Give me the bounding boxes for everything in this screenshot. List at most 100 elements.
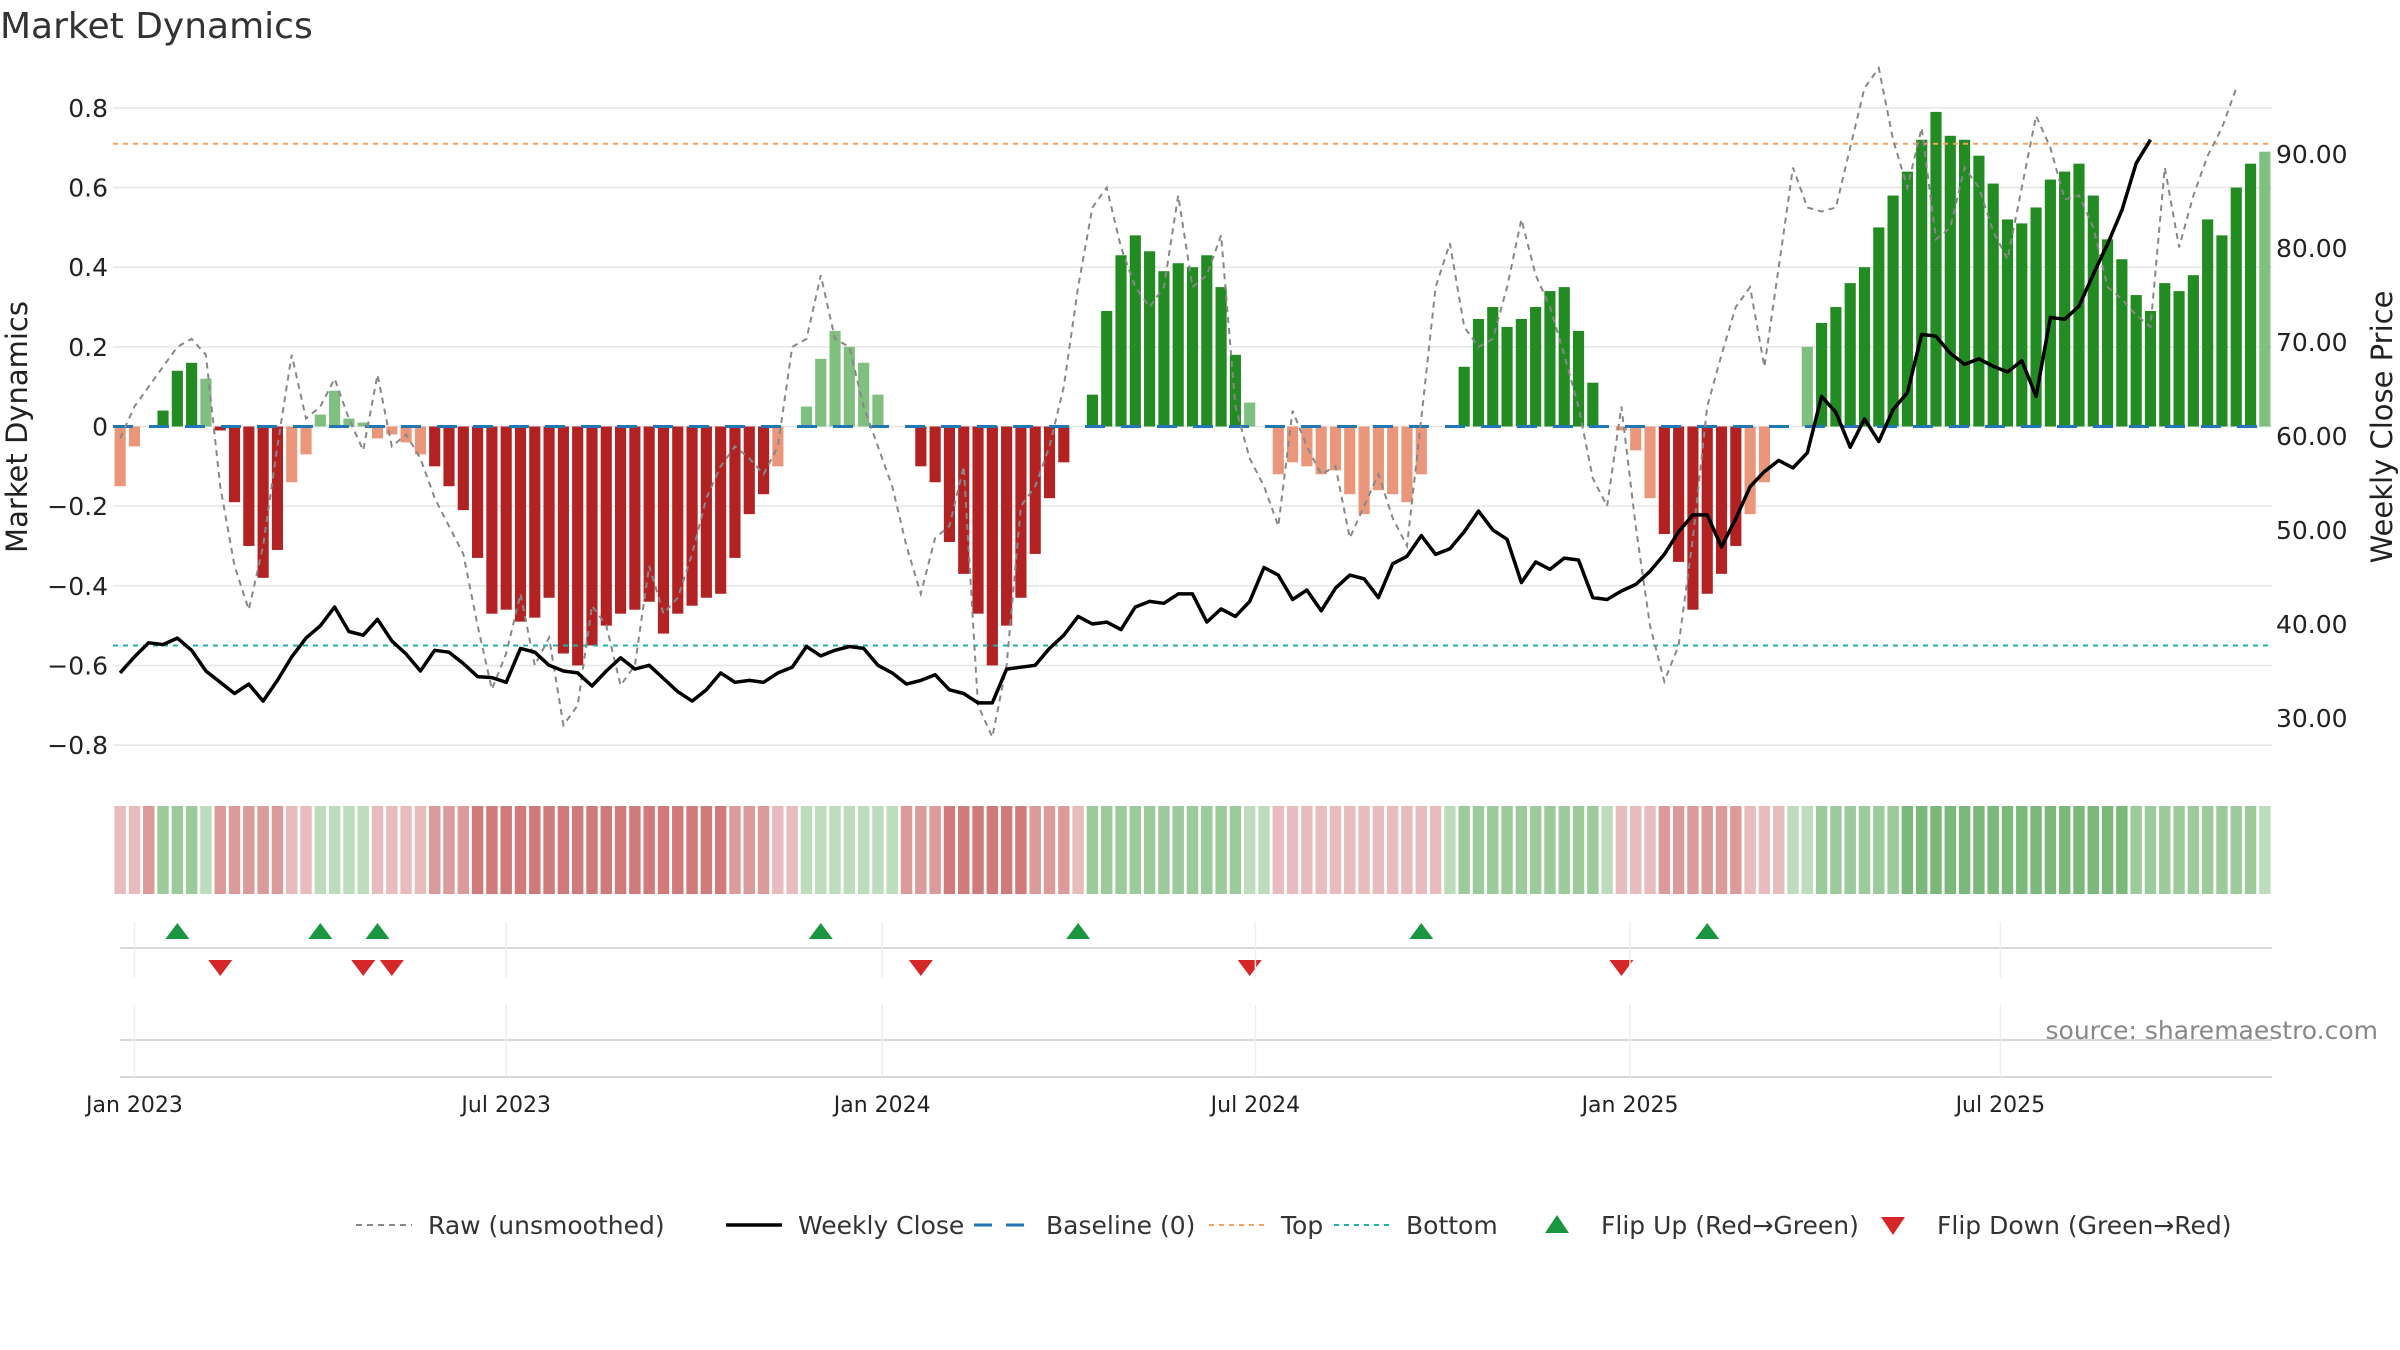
flip-up-marker	[365, 923, 390, 939]
bar	[600, 426, 612, 626]
strength-cell	[929, 806, 941, 894]
bar	[872, 394, 884, 427]
strength-cell	[643, 806, 655, 894]
bar	[1801, 346, 1813, 427]
bar	[1744, 426, 1756, 515]
strength-cell	[2173, 806, 2185, 894]
right-tick-label: 50.00	[2276, 516, 2348, 545]
flip-down-marker	[1237, 960, 1262, 976]
strength-cell	[1901, 806, 1914, 894]
strength-cell	[543, 806, 555, 894]
strength-cell	[600, 806, 613, 894]
x-tick-label: Jul 2023	[459, 1093, 551, 1118]
legend-item: Bottom	[1334, 1211, 1498, 1240]
strength-cell	[1830, 806, 1842, 894]
strength-cell	[915, 806, 927, 894]
strength-cell	[1701, 806, 1713, 894]
strength-cell	[815, 806, 827, 894]
flip-up-marker	[1066, 923, 1091, 939]
bar	[2159, 283, 2171, 427]
flip-down-marker	[351, 960, 376, 976]
bar	[429, 426, 441, 467]
bar	[1172, 263, 1184, 427]
source-label: source: sharemaestro.com	[2046, 1016, 2379, 1045]
bar	[1844, 283, 1856, 427]
bar	[1715, 426, 1728, 574]
strength-cell	[1315, 806, 1327, 894]
flip-up-marker	[808, 923, 833, 939]
strength-cell	[2244, 806, 2257, 894]
strength-cell	[714, 806, 727, 894]
bar	[500, 426, 512, 610]
bar	[1201, 255, 1213, 427]
bar	[915, 426, 927, 467]
bar	[2216, 235, 2228, 427]
bar	[329, 390, 341, 427]
strength-cell	[1515, 806, 1528, 894]
flip-marker-panel	[120, 923, 2272, 976]
strength-cell	[1658, 806, 1671, 894]
strength-cell	[314, 806, 327, 894]
bar	[543, 426, 555, 598]
bar	[958, 426, 970, 574]
strength-cell	[1029, 806, 1041, 894]
strength-cell	[557, 806, 570, 894]
bar	[1916, 139, 1928, 427]
strength-cell	[1687, 806, 1699, 894]
bar	[1129, 235, 1141, 427]
bar	[1673, 426, 1685, 562]
strength-cell	[1772, 806, 1785, 894]
strength-cell	[1172, 806, 1184, 894]
legend-label: Baseline (0)	[1046, 1211, 1195, 1240]
strength-cell	[1844, 806, 1856, 894]
strength-cell	[657, 806, 670, 894]
strength-cell	[2058, 806, 2071, 894]
close-series	[118, 138, 2152, 705]
strength-cell	[428, 806, 441, 894]
strength-cell	[1744, 806, 1756, 894]
strength-cell	[1730, 806, 1742, 894]
bar	[2059, 171, 2071, 427]
bar	[772, 426, 784, 467]
strength-cell	[2044, 806, 2057, 894]
x-tick-label: Jul 2025	[1954, 1093, 2046, 1118]
bar	[128, 426, 141, 447]
x-tick-label: Jan 2024	[832, 1093, 931, 1118]
strength-cell	[1215, 806, 1227, 894]
bar	[443, 426, 455, 487]
strength-cell	[1072, 806, 1084, 894]
strength-cell	[457, 806, 470, 894]
bar	[386, 426, 398, 435]
strength-cell	[1858, 806, 1871, 894]
strength-cell	[128, 806, 141, 894]
legend-label: Raw (unsmoothed)	[428, 1211, 665, 1240]
bar	[1858, 267, 1871, 427]
bar	[2130, 295, 2142, 427]
left-tick-label: 0.8	[68, 94, 108, 123]
strength-cell	[500, 806, 512, 894]
strength-cell	[958, 806, 970, 894]
bar	[1144, 251, 1156, 427]
strength-cell	[1329, 806, 1342, 894]
bar	[2173, 291, 2185, 427]
strength-cell	[1372, 806, 1385, 894]
bar	[1086, 394, 1098, 427]
strength-cell	[1201, 806, 1213, 894]
legend-label: Bottom	[1406, 1211, 1498, 1240]
bar	[1887, 195, 1899, 427]
bar	[1901, 171, 1913, 427]
bar	[1501, 326, 1513, 427]
legend-item: Raw (unsmoothed)	[356, 1211, 665, 1240]
strength-cell	[157, 806, 169, 894]
strength-cell	[1873, 806, 1885, 894]
bar	[1701, 426, 1713, 594]
strength-cell	[443, 806, 455, 894]
strength-cell	[414, 806, 427, 894]
bar	[1530, 307, 1542, 427]
legend-item: Baseline (0)	[974, 1211, 1195, 1240]
strength-cell	[243, 806, 255, 894]
bar	[2244, 163, 2257, 427]
bar	[629, 426, 641, 610]
strength-cell	[1286, 806, 1299, 894]
